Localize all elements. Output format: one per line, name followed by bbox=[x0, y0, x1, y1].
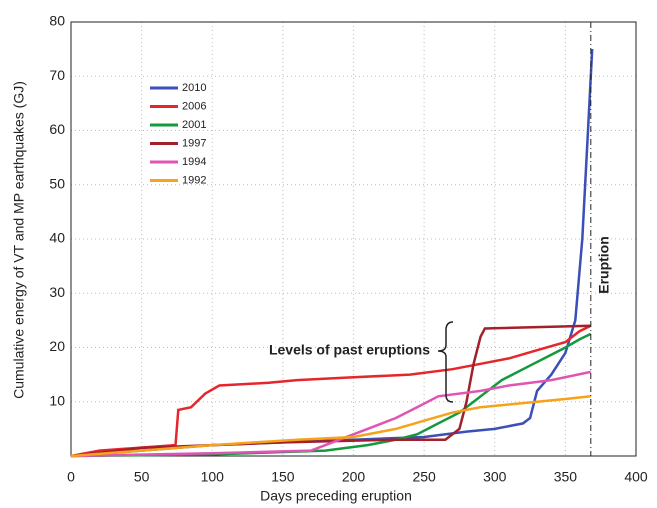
x-tick-label: 350 bbox=[554, 469, 578, 485]
x-tick-label: 400 bbox=[624, 469, 648, 485]
y-tick-label: 80 bbox=[49, 13, 65, 29]
y-tick-label: 50 bbox=[49, 175, 65, 191]
x-tick-label: 100 bbox=[201, 469, 225, 485]
x-tick-label: 300 bbox=[483, 469, 507, 485]
x-tick-label: 0 bbox=[67, 469, 75, 485]
y-tick-label: 10 bbox=[49, 392, 65, 408]
eruption-label: Eruption bbox=[596, 236, 612, 294]
legend-label: 1994 bbox=[182, 156, 206, 168]
x-tick-label: 50 bbox=[134, 469, 150, 485]
series-line bbox=[70, 395, 591, 458]
legend-label: 2010 bbox=[182, 82, 206, 94]
plot-frame bbox=[70, 21, 637, 457]
y-tick-label: 30 bbox=[49, 284, 65, 300]
y-tick-label: 70 bbox=[49, 67, 65, 83]
series-line bbox=[70, 49, 594, 458]
brace bbox=[437, 321, 454, 403]
series-line bbox=[70, 324, 592, 458]
legend-label: 1992 bbox=[182, 174, 206, 186]
legend-label: 1997 bbox=[182, 137, 206, 149]
levels-label: Levels of past eruptions bbox=[269, 342, 430, 358]
legend: 2010 2006 2001 1997 1994 1992 bbox=[150, 82, 206, 186]
x-tick-label: 150 bbox=[271, 469, 295, 485]
x-tick-label: 250 bbox=[412, 469, 436, 485]
legend-label: 2006 bbox=[182, 100, 206, 112]
y-tick-label: 20 bbox=[49, 338, 65, 354]
y-tick-label: 40 bbox=[49, 230, 65, 246]
x-axis-label: Days preceding eruption bbox=[260, 488, 412, 504]
y-axis-label: Cumulative energy of VT and MP earthquak… bbox=[11, 81, 27, 399]
x-tick-label: 200 bbox=[342, 469, 366, 485]
legend-label: 2001 bbox=[182, 119, 206, 131]
series-line bbox=[70, 370, 592, 458]
series-line bbox=[70, 332, 592, 458]
y-tick-label: 60 bbox=[49, 121, 65, 137]
